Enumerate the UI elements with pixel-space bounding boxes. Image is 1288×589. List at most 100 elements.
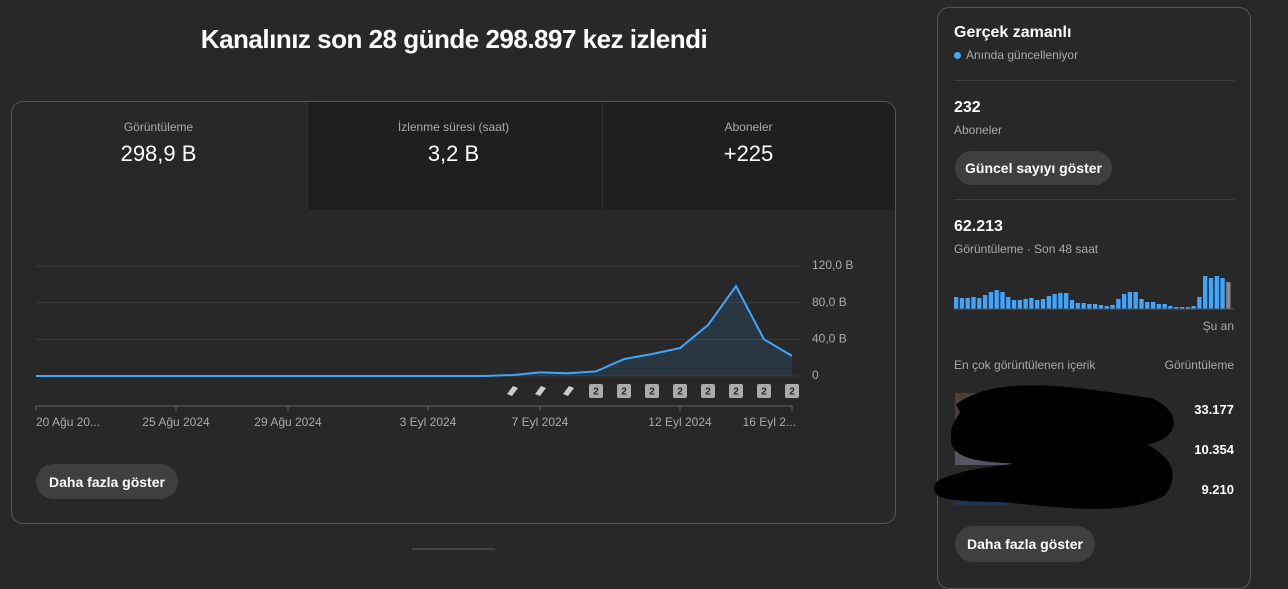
bar	[954, 297, 959, 309]
show-count-button[interactable]: Güncel sayıyı göster	[955, 151, 1112, 185]
bar	[965, 298, 970, 309]
bar	[1040, 299, 1046, 309]
bar	[1046, 296, 1051, 309]
bar	[1029, 298, 1034, 309]
bar	[1116, 299, 1121, 309]
bar	[1069, 300, 1075, 309]
shorts-icon	[507, 386, 518, 396]
sub-label: Aboneler	[954, 123, 1003, 137]
bar	[1035, 300, 1040, 309]
tab-value: +225	[723, 141, 774, 166]
page: Kanalınız son 28 günde 298.897 kez izlen…	[11, 7, 1251, 589]
bar	[988, 292, 994, 309]
row-value: 10.354	[1194, 442, 1234, 457]
x-tick-label: 16 Eyl 2...	[743, 415, 796, 429]
badge-label: 2	[761, 387, 767, 398]
x-tick-label: 7 Eyl 2024	[512, 415, 569, 429]
bar	[1087, 304, 1092, 309]
badge	[785, 384, 799, 398]
badge	[645, 384, 659, 398]
sub-count: 232	[954, 99, 981, 116]
x-tick-label: 25 Ağu 2024	[142, 415, 210, 429]
bar	[982, 295, 988, 309]
live-dot	[954, 52, 961, 59]
shorts-icon	[563, 386, 574, 396]
bar	[1127, 292, 1133, 309]
row-value: 9.210	[1201, 482, 1234, 497]
row-value: 33.177	[1194, 402, 1234, 417]
bar	[1104, 306, 1109, 309]
badge-label: 2	[593, 387, 599, 398]
badge	[757, 384, 771, 398]
divider	[412, 548, 495, 550]
y-tick-label: 0	[812, 368, 819, 382]
realtime-more-button[interactable]: Daha fazla göster	[955, 526, 1095, 562]
divider	[954, 199, 1234, 200]
bar	[971, 297, 976, 309]
bar	[1139, 299, 1144, 309]
bar	[1208, 278, 1214, 309]
chart-layer: 0 40,0 B 80,0 B 120,0 B 20 Ağu 20... 25 Ağu 2…	[35, 258, 1234, 509]
bar	[1017, 300, 1022, 309]
bar	[1220, 278, 1225, 309]
bar	[1052, 294, 1057, 309]
x-tick-label: 20 Ağu 20...	[36, 415, 100, 429]
more-button[interactable]: Daha fazla göster	[36, 464, 178, 499]
tab[interactable]	[602, 102, 895, 210]
badge-label: 2	[733, 387, 739, 398]
bar	[1121, 294, 1127, 309]
bar	[1000, 292, 1005, 309]
line	[36, 284, 793, 377]
bar	[1064, 293, 1069, 309]
badge	[701, 384, 715, 398]
shorts-icon	[535, 386, 546, 396]
bar	[1093, 304, 1098, 309]
badge-label: 2	[677, 387, 683, 398]
badge	[617, 384, 631, 398]
tab-label: İzlenme süresi (saat)	[397, 120, 510, 134]
area	[36, 286, 792, 376]
bar	[977, 298, 982, 309]
column-header: Görüntüleme	[1164, 358, 1234, 372]
bar	[1185, 307, 1190, 309]
bar	[1162, 304, 1167, 309]
y-tick-label: 80,0 B	[812, 295, 847, 309]
badge	[673, 384, 687, 398]
bar	[1203, 276, 1208, 309]
tab[interactable]	[12, 102, 307, 210]
views-label: Görüntüleme · Son 48 saat	[954, 242, 1099, 256]
tab-label: Görüntüleme	[123, 120, 194, 134]
bar	[1075, 303, 1080, 309]
status: Anında güncelleniyor	[966, 48, 1079, 62]
now-label: Şu an	[1202, 319, 1234, 333]
badge-label: 2	[789, 387, 795, 398]
bar	[1058, 293, 1063, 309]
x-tick-label: 12 Eyl 2024	[648, 415, 712, 429]
redaction	[934, 385, 1174, 509]
bar	[1145, 302, 1150, 309]
views-count: 62.213	[954, 218, 1003, 235]
badge-label: 2	[649, 387, 655, 398]
divider	[954, 80, 1234, 81]
y-tick-label: 40,0 B	[812, 332, 847, 346]
badge	[729, 384, 743, 398]
bar	[1023, 299, 1028, 309]
tab-label: Aboneler	[724, 120, 773, 134]
bar	[1133, 292, 1138, 309]
bar	[1191, 306, 1196, 309]
badge-label: 2	[705, 387, 711, 398]
bar	[1081, 303, 1086, 309]
bar	[1226, 282, 1231, 309]
tab[interactable]	[307, 102, 602, 210]
badge-label: 2	[621, 387, 627, 398]
top-content-title: En çok görüntülenen içerik	[954, 358, 1096, 372]
overview-card	[11, 101, 896, 524]
bar	[1150, 302, 1156, 309]
bar	[959, 298, 965, 309]
bar	[994, 290, 999, 309]
bar	[1168, 306, 1173, 309]
bar	[1197, 297, 1202, 309]
bar	[1156, 304, 1161, 309]
bar	[1179, 307, 1185, 309]
x-tick-label: 3 Eyl 2024	[400, 415, 457, 429]
